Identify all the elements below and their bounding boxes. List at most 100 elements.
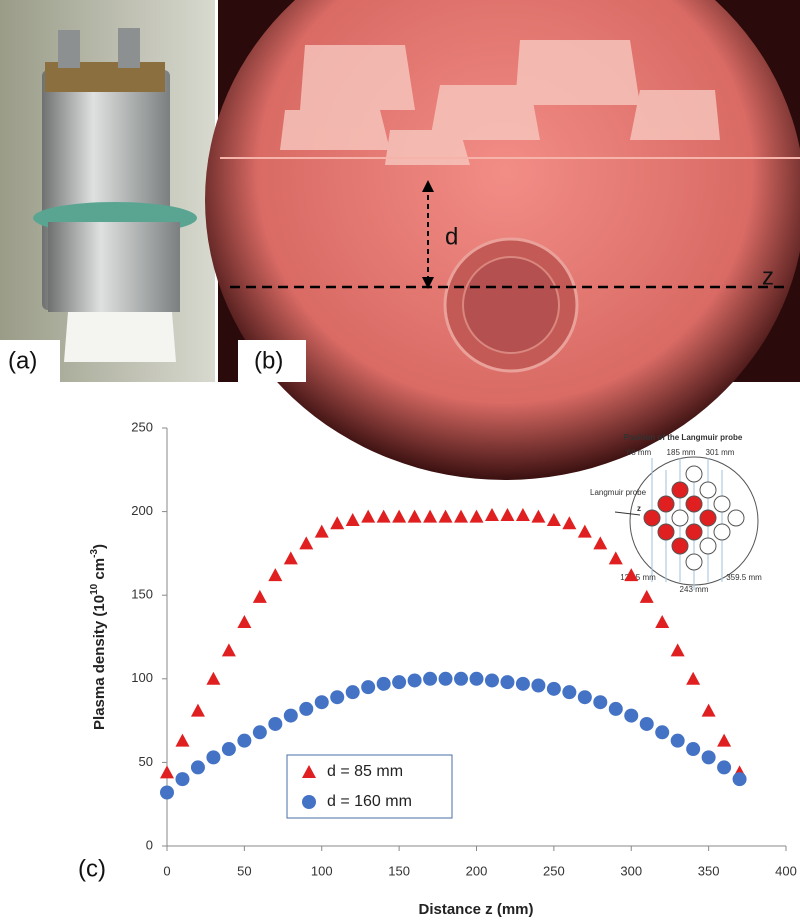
data-point (500, 507, 515, 521)
data-point (608, 701, 623, 716)
x-tick-label: 200 (466, 863, 488, 878)
data-point (531, 509, 546, 523)
data-point (361, 509, 376, 523)
data-point (206, 750, 221, 765)
x-tick-label: 400 (775, 863, 797, 878)
data-point (252, 589, 267, 603)
y-axis-title-part: ) (91, 544, 108, 549)
x-tick-label: 100 (311, 863, 333, 878)
photo-b: d z (b) (205, 0, 800, 480)
data-point (345, 685, 360, 700)
data-point (562, 685, 577, 700)
data-point (484, 673, 499, 688)
data-point (500, 675, 515, 690)
legend-marker (302, 795, 316, 809)
data-point (376, 509, 391, 523)
data-point (175, 772, 190, 787)
data-point (469, 509, 484, 523)
data-point (407, 509, 422, 523)
x-tick-label: 50 (237, 863, 251, 878)
inset-label: 301 mm (706, 448, 735, 457)
data-point (469, 671, 484, 686)
data-point (639, 716, 654, 731)
data-point (237, 614, 252, 628)
data-point (562, 516, 577, 530)
data-point (655, 725, 670, 740)
data-point (454, 509, 469, 523)
inset-title: Position of the Langmuir probe (624, 433, 743, 442)
x-tick-label: 150 (388, 863, 410, 878)
y-axis-title-part: cm (91, 558, 108, 584)
data-point (438, 509, 453, 523)
data-point (392, 675, 407, 690)
x-tick-label: 350 (698, 863, 720, 878)
data-point (361, 680, 376, 695)
data-point (608, 551, 623, 565)
data-point (407, 673, 422, 688)
data-point (190, 760, 205, 775)
y-axis-title-part: -3 (89, 549, 100, 558)
panel-label: (c) (78, 855, 106, 882)
data-point (670, 643, 685, 657)
inset-label: 243 mm (680, 585, 709, 594)
data-point (593, 536, 608, 550)
data-point (160, 765, 174, 779)
data-point (670, 733, 685, 748)
y-axis-title-part: 10 (89, 583, 100, 595)
data-point (314, 524, 329, 538)
x-tick-label: 300 (620, 863, 642, 878)
legend (286, 754, 453, 819)
data-point (515, 676, 530, 691)
data-point (423, 509, 438, 523)
axis-label: z (762, 263, 774, 290)
y-tick-label: 100 (131, 670, 153, 685)
inset-label: 126.5 mm (620, 573, 656, 582)
data-point (686, 742, 701, 757)
data-point (299, 536, 314, 550)
data-point (732, 772, 747, 787)
data-point (392, 509, 407, 523)
data-point (175, 733, 190, 747)
data-point (299, 701, 314, 716)
legend-marker (302, 765, 316, 778)
data-point (484, 507, 499, 521)
data-point (221, 742, 236, 757)
y-axis-title-part: Plasma density (10 (91, 595, 108, 730)
x-tick-label: 0 (163, 863, 170, 878)
x-axis-title: Distance z (mm) (418, 901, 533, 918)
data-point (237, 733, 252, 748)
data-point (190, 703, 205, 717)
data-point (438, 671, 453, 686)
data-point (639, 589, 654, 603)
y-tick-label: 150 (131, 587, 153, 602)
data-point (268, 716, 283, 731)
data-point (423, 671, 438, 686)
data-point (252, 725, 267, 740)
data-point (330, 690, 345, 705)
data-point (206, 671, 221, 685)
data-point (624, 568, 639, 582)
chart: (c) Distance z (mm) Plasma density (1010… (78, 428, 786, 918)
x-tick-label: 250 (543, 863, 565, 878)
distance-label: d (445, 223, 458, 250)
data-point (314, 695, 329, 710)
data-point (454, 671, 469, 686)
data-point (160, 785, 174, 800)
y-tick-label: 200 (131, 503, 153, 518)
data-point (577, 524, 592, 538)
y-tick-label: 50 (139, 754, 153, 769)
data-point (655, 614, 670, 628)
data-point (717, 760, 732, 775)
data-point (624, 708, 639, 723)
data-point (701, 703, 716, 717)
data-point (577, 690, 592, 705)
data-point (283, 708, 298, 723)
data-point (330, 516, 345, 530)
inset-label: 185 mm (667, 448, 696, 457)
data-point (345, 512, 360, 526)
inset-label: Langmuir probe (590, 488, 647, 497)
data-point (283, 551, 298, 565)
legend-label: d = 160 mm (327, 793, 412, 810)
inset-label: 68 mm (627, 448, 652, 457)
